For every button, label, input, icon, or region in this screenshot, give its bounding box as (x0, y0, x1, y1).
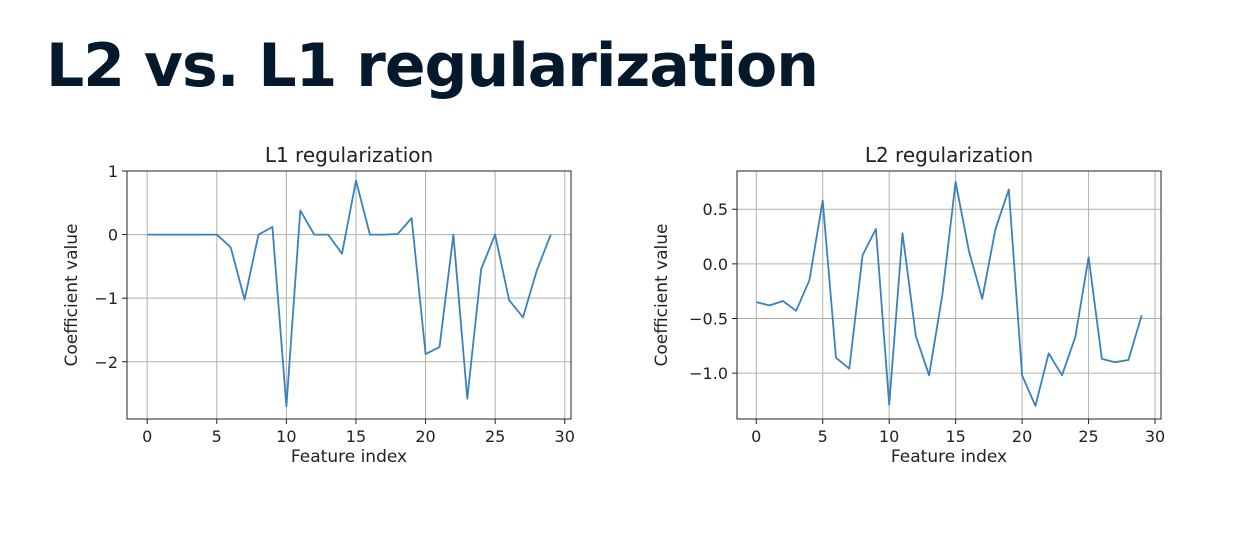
x-tick-label: 20 (415, 427, 435, 446)
y-tick-label: 1 (108, 162, 118, 181)
x-tick-label: 5 (818, 427, 828, 446)
x-tick-label: 30 (1145, 427, 1165, 446)
series-line (147, 179, 552, 408)
y-tick-label: −2 (94, 353, 118, 372)
y-axis-label: Coefficient value (62, 224, 82, 367)
l2-regularization-chart: 0 5 10 15 20 25 30 0.5 0.0 −0.5 −1.0 L2 regularizat… (652, 143, 1165, 467)
x-tick-label: 15 (346, 427, 366, 446)
y-tick-label: −1 (94, 289, 118, 308)
y-tick-label: −0.5 (689, 309, 728, 328)
plot-frame (736, 170, 1162, 420)
chart-title: L1 regularization (265, 143, 433, 167)
x-tick-label: 30 (555, 427, 575, 446)
x-tick-label: 0 (142, 427, 152, 446)
plot-frame (126, 170, 572, 420)
x-tick-label: 20 (1012, 427, 1032, 446)
x-tick-label: 5 (212, 427, 222, 446)
x-tick-label: 25 (1078, 427, 1098, 446)
y-tick-label: 0 (108, 226, 118, 245)
x-tick-label: 10 (276, 427, 296, 446)
y-tick-label: 0.0 (703, 255, 728, 274)
x-tick-label: 10 (879, 427, 899, 446)
chart-title: L2 regularization (865, 143, 1033, 167)
x-tick-label: 0 (751, 427, 761, 446)
series-line (756, 181, 1143, 407)
page-title: L2 vs. L1 regularization (46, 31, 819, 101)
y-tick-label: −1.0 (689, 364, 728, 383)
y-axis-label: Coefficient value (652, 224, 672, 367)
x-axis-label: Feature index (891, 447, 1007, 467)
y-tick-label: 0.5 (703, 200, 728, 219)
x-tick-label: 25 (485, 427, 505, 446)
x-axis-label: Feature index (291, 447, 407, 467)
x-tick-label: 15 (945, 427, 965, 446)
